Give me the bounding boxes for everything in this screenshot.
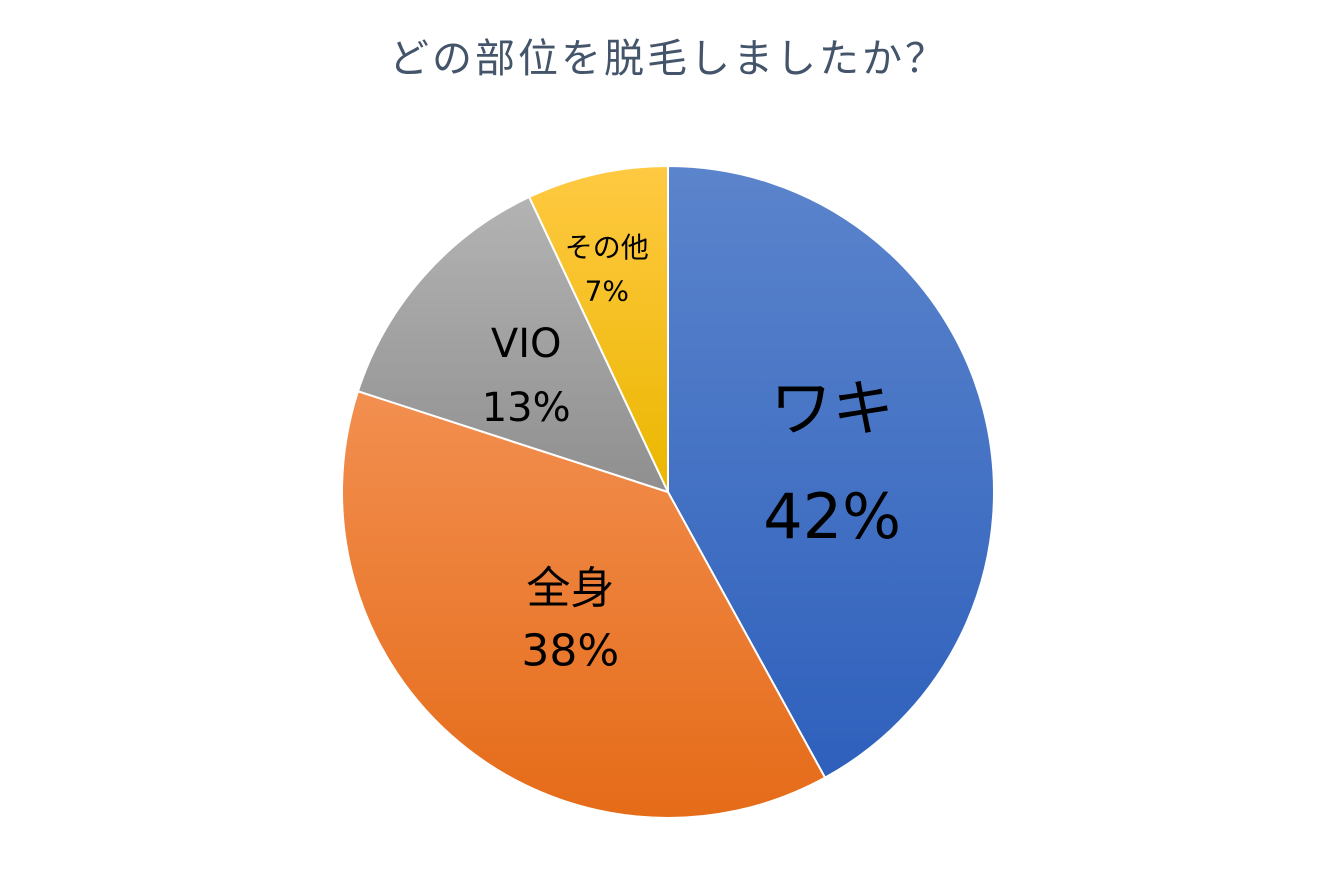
pie-slice bbox=[356, 195, 670, 494]
pie-slice bbox=[341, 389, 827, 819]
pie-slices bbox=[341, 164, 995, 819]
slice-name-label: ワキ bbox=[770, 372, 894, 445]
slice-name-label: その他 bbox=[565, 231, 649, 264]
slice-percent-label: 13% bbox=[482, 385, 571, 431]
chart-title: どの部位を脱毛しましたか？ bbox=[389, 36, 948, 82]
pie-slice bbox=[527, 164, 669, 493]
slice-percent-label: 7% bbox=[585, 274, 629, 307]
pie-labels: ワキ 42% 全身 38% VIO 13% その他 7% bbox=[482, 231, 901, 676]
slice-percent-label: 42% bbox=[763, 480, 901, 553]
slice-name-label: 全身 bbox=[526, 563, 614, 614]
pie-slice bbox=[667, 164, 995, 780]
slice-name-label: VIO bbox=[491, 321, 562, 367]
slice-percent-label: 38% bbox=[521, 625, 619, 676]
